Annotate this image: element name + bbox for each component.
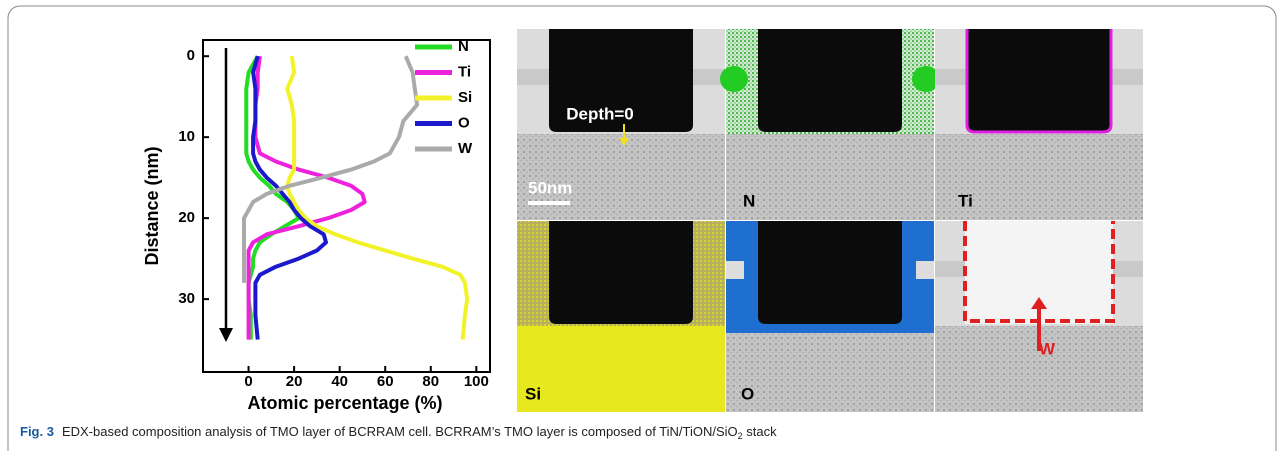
x-tick-label: 80 [422, 373, 439, 390]
figure: Atomic percentage (%) Distance (nm) 0 20 4… [0, 0, 1284, 451]
panel-label: N [743, 191, 755, 210]
scale-label: 50nm [528, 178, 572, 197]
panel-lower-texture [726, 134, 934, 220]
y-tick-label: 10 [178, 128, 195, 145]
o-side [916, 261, 934, 279]
x-tick-label: 40 [331, 373, 348, 390]
legend-label: Si [458, 89, 472, 106]
series-line [244, 56, 417, 283]
legend-label: Ti [458, 63, 471, 80]
panel-label: O [741, 384, 754, 403]
legend-label: O [458, 114, 470, 131]
y-tick-label: 0 [187, 47, 195, 64]
panel-label: Si [525, 384, 541, 403]
legend-label: N [458, 38, 469, 55]
panel-lower-texture [517, 134, 725, 220]
si-lower [517, 326, 725, 412]
depth-arrow-head [219, 328, 233, 342]
caption-text: EDX-based composition analysis of TMO la… [62, 424, 738, 439]
caption: Fig. 3 EDX-based composition analysis of … [20, 424, 777, 441]
pillar [758, 221, 902, 324]
y-tick-label: 30 [178, 290, 195, 307]
caption-tail: stack [743, 424, 777, 439]
chart: Atomic percentage (%) Distance (nm) 0 20 4… [142, 38, 490, 413]
x-tick-label: 60 [377, 373, 394, 390]
pillar [758, 29, 902, 132]
pillar [549, 221, 693, 324]
depth-label: Depth=0 [566, 104, 634, 123]
series-line [249, 56, 365, 339]
panel-label: W [1039, 339, 1056, 358]
image-panels: Depth=0 50nm N Ti Si O W [517, 29, 1143, 412]
caption-label: Fig. 3 [20, 424, 54, 439]
o-side [726, 261, 744, 279]
image-panel [517, 221, 725, 412]
x-tick-label: 0 [244, 373, 252, 390]
x-tick-label: 100 [464, 373, 489, 390]
image-panel [935, 221, 1143, 412]
x-axis-title: Atomic percentage (%) [247, 393, 442, 413]
panel-label: Ti [958, 191, 973, 210]
pillar [967, 29, 1111, 132]
n-blob [720, 66, 748, 92]
panel-lower-texture [726, 326, 934, 412]
legend-label: W [458, 140, 473, 157]
x-tick-label: 20 [286, 373, 303, 390]
y-tick-label: 20 [178, 209, 195, 226]
y-axis-title: Distance (nm) [142, 146, 162, 265]
image-panel [726, 221, 934, 412]
